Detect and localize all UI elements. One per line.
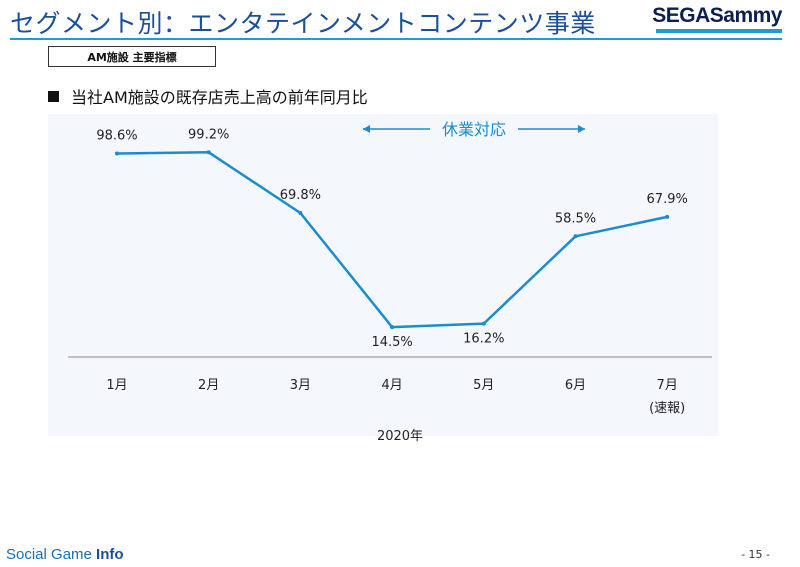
data-label-2: 99.2% — [188, 127, 229, 142]
page-number: - 15 - — [741, 548, 770, 561]
section-tag: AM施設 主要指標 — [48, 46, 216, 67]
title-divider — [10, 38, 782, 40]
logo-underline — [656, 29, 782, 33]
data-point-3 — [298, 210, 303, 215]
page-title: セグメント別：エンタテインメントコンテンツ事業 — [10, 9, 596, 38]
data-point-2 — [206, 150, 211, 155]
data-label-6: 58.5% — [555, 211, 596, 226]
data-label-5: 16.2% — [463, 332, 504, 347]
x-tick-label-5: 5月 — [473, 378, 494, 393]
square-bullet-icon — [48, 90, 59, 102]
footer-brand: Social Game Info — [6, 546, 124, 563]
sega-sammy-logo: SEGASammy — [652, 4, 782, 27]
data-point-1 — [115, 151, 119, 156]
series-line — [116, 151, 668, 329]
x-tick-label-6: 6月 — [565, 378, 586, 393]
data-point-5 — [481, 321, 486, 326]
annotation-arrowhead-right-icon — [578, 125, 585, 133]
x-tick-label-3: 3月 — [290, 378, 311, 393]
data-label-7: 67.9% — [647, 192, 688, 207]
x-tick-label-4: 4月 — [381, 378, 402, 393]
data-label-3: 69.8% — [280, 188, 321, 203]
chart-area — [48, 114, 718, 436]
data-label-4: 14.5% — [371, 335, 412, 350]
footer-brand-suffix: Info — [96, 546, 124, 563]
data-label-1: 98.6% — [96, 129, 137, 144]
x-tick-label-7: 7月 — [657, 378, 678, 393]
data-point-7 — [665, 214, 670, 219]
data-point-6 — [573, 234, 578, 239]
bullet-heading-text: 当社AM施設の既存店売上高の前年同月比 — [71, 88, 368, 107]
x-axis-label: 2020年 — [377, 429, 423, 444]
annotation-label: 休業対応 — [442, 120, 506, 139]
data-point-4 — [390, 325, 395, 330]
bullet-heading: 当社AM施設の既存店売上高の前年同月比 — [48, 84, 368, 108]
annotation-arrowhead-left-icon — [363, 125, 370, 133]
x-tick-sublabel-7: (速報) — [649, 401, 685, 416]
x-tick-label-1: 1月 — [106, 378, 127, 393]
footer-brand-prefix: Social Game — [6, 546, 97, 563]
x-tick-label-2: 2月 — [198, 378, 219, 393]
